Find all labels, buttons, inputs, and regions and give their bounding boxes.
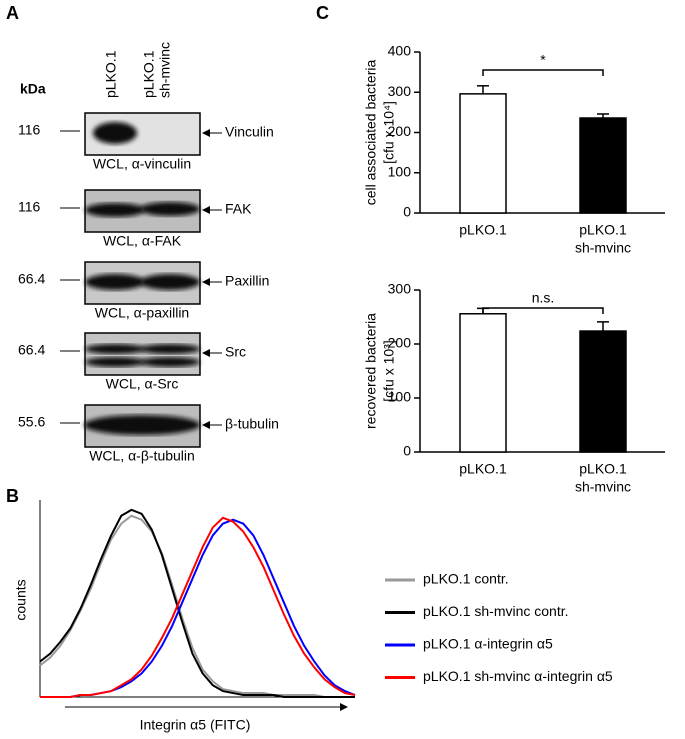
lane-label: pLKO.1 [103, 50, 119, 98]
y-tick-label: 300 [388, 83, 412, 99]
legend-label: pLKO.1 sh-mvinc α-integrin α5 [423, 668, 613, 684]
significance-bracket [482, 307, 604, 314]
x-tick-label: pLKO.1 [579, 222, 627, 238]
annotation: * [540, 52, 546, 68]
y-tick-label: 0 [403, 443, 411, 459]
y-axis-label: [cfu x 10³] [381, 340, 397, 401]
legend-label: pLKO.1 contr. [423, 571, 509, 587]
panel-label: A [6, 3, 19, 23]
legend-label: pLKO.1 α-integrin α5 [423, 636, 553, 652]
y-tick-label: 0 [403, 204, 411, 220]
histogram-line [40, 516, 356, 698]
x-tick-label: sh-mvinc [575, 479, 631, 495]
lane-label: sh-mvinc [157, 42, 173, 98]
lane-label: pLKO.1 [141, 50, 157, 98]
protein-label: Paxillin [225, 273, 269, 289]
bar [459, 313, 507, 453]
x-tick-label: sh-mvinc [575, 240, 631, 256]
protein-label: Src [225, 344, 246, 360]
blot-band [85, 203, 145, 217]
blot-caption: WCL, α-β-tubulin [89, 448, 195, 464]
x-tick-label: pLKO.1 [579, 461, 627, 477]
blot-band [140, 357, 200, 367]
protein-label: FAK [225, 201, 252, 217]
protein-label: β-tubulin [225, 416, 279, 432]
x-tick-label: pLKO.1 [459, 222, 507, 238]
blot-band [85, 357, 145, 367]
panel-label: C [316, 3, 329, 23]
blot-box [84, 332, 201, 376]
y-axis-label: recovered bacteria [363, 313, 379, 429]
kda-label: 55.6 [18, 414, 45, 430]
kda-header: kDa [20, 81, 46, 97]
blot-band [93, 122, 137, 144]
y-axis-label: [cfu x 10⁴] [381, 101, 397, 164]
protein-label: Vinculin [225, 124, 274, 140]
y-tick-label: 100 [388, 389, 412, 405]
histogram-line [40, 518, 356, 698]
y-tick-label: 100 [388, 163, 412, 179]
y-tick-label: 200 [388, 123, 412, 139]
blot-caption: WCL, α-Src [106, 376, 179, 392]
blot-caption: WCL, α-vinculin [93, 156, 191, 172]
kda-label: 116 [18, 122, 41, 138]
blot-band [140, 344, 200, 354]
blot-band [140, 274, 200, 290]
bar [579, 330, 627, 453]
panel-label: B [6, 486, 19, 506]
legend-label: pLKO.1 sh-mvinc contr. [423, 603, 569, 619]
x-axis-label: Integrin α5 (FITC) [140, 717, 251, 733]
kda-label: 116 [18, 199, 41, 215]
y-tick-label: 300 [388, 281, 412, 297]
histogram-line [39, 508, 355, 698]
annotation: n.s. [532, 290, 555, 306]
y-tick-label: 400 [388, 43, 412, 59]
y-axis-label: counts [13, 579, 29, 620]
blot-band [84, 415, 200, 435]
kda-label: 66.4 [18, 342, 45, 358]
kda-label: 66.4 [18, 271, 45, 287]
blot-band [85, 274, 145, 290]
blot-caption: WCL, α-FAK [103, 233, 182, 249]
blot-caption: WCL, α-paxillin [95, 305, 189, 321]
x-tick-label: pLKO.1 [459, 461, 507, 477]
histogram-line [39, 514, 355, 698]
bar [579, 117, 627, 214]
blot-band [85, 344, 145, 354]
blot-band [140, 202, 200, 216]
y-axis-label: cell associated bacteria [363, 60, 379, 206]
bar [459, 93, 507, 214]
significance-bracket [482, 69, 604, 76]
y-tick-label: 200 [388, 335, 412, 351]
